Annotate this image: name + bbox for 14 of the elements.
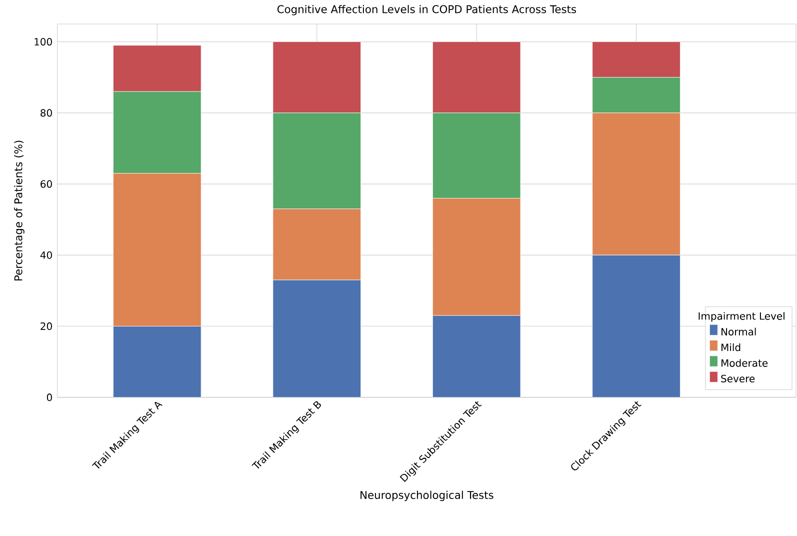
legend-label: Normal	[722, 328, 756, 336]
chart-title: Cognitive Affection Levels in COPD Patients Across Tests	[277, 4, 576, 16]
legend-label: Severe	[721, 374, 755, 382]
legend-label: Moderate	[722, 359, 768, 367]
y-tick-label: 40	[40, 251, 52, 259]
y-tick-label: 60	[40, 180, 52, 188]
y-axis-title: Percentage of Patients (%)	[14, 140, 24, 280]
y-tick-label: 0	[46, 394, 52, 402]
y-tick-label: 20	[40, 322, 52, 330]
legend-title: Impairment Level	[698, 312, 784, 322]
y-tick-label: 100	[34, 38, 52, 46]
x-axis-title: Neuropsychological Tests	[360, 490, 494, 502]
legend-label: Mild	[722, 343, 740, 352]
y-tick-label: 80	[40, 109, 52, 117]
